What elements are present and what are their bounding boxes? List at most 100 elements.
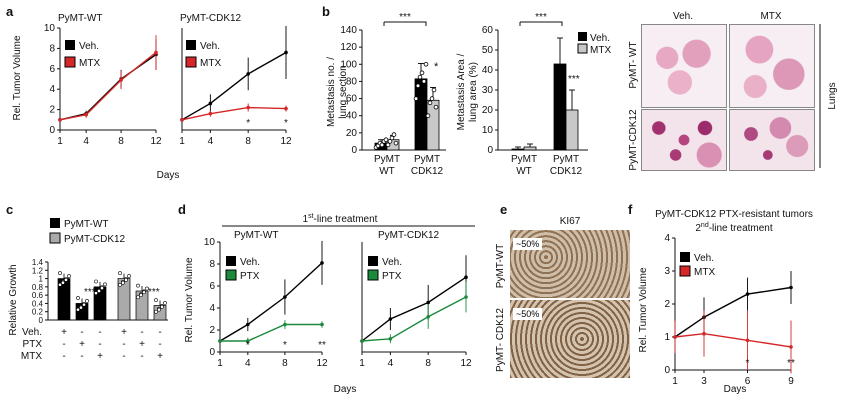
significance-star: * bbox=[246, 118, 250, 129]
bar-veh bbox=[511, 148, 525, 151]
x-tick-label: 1 bbox=[57, 136, 63, 147]
x-tick-label: 4 bbox=[245, 358, 251, 369]
c-star-2: *** bbox=[148, 287, 160, 298]
y-tick-label: 0.8 bbox=[32, 283, 44, 292]
ptx-point bbox=[360, 339, 364, 343]
d-left-legend-veh: Veh. bbox=[240, 257, 260, 268]
histo-col-mtx: MTX bbox=[760, 11, 781, 22]
treatment-mark: - bbox=[98, 327, 101, 338]
histo-veh-cdk12 bbox=[641, 109, 727, 171]
y-tick-label: 0.6 bbox=[32, 291, 44, 300]
x-tick-label: 12 bbox=[460, 358, 472, 369]
growth-point bbox=[127, 274, 131, 278]
growth-point bbox=[94, 279, 98, 284]
significance-star: * bbox=[284, 118, 288, 129]
growth-point bbox=[118, 282, 122, 287]
b-right-group2-l1: PyMT bbox=[553, 154, 579, 165]
growth-point bbox=[154, 298, 158, 303]
a-right-legend-veh: Veh. bbox=[200, 41, 220, 52]
treatment-mark: - bbox=[80, 327, 83, 338]
b-right-group1-l2: WT bbox=[516, 166, 532, 177]
panel-b: Metastasis no. / lung section Metastasis… bbox=[326, 11, 838, 177]
ptx-point bbox=[426, 315, 430, 319]
axis bbox=[674, 238, 791, 371]
data-point bbox=[385, 142, 391, 148]
growth-point bbox=[76, 296, 80, 300]
y-tick-label: 4 bbox=[49, 84, 55, 95]
growth-point bbox=[160, 304, 164, 309]
data-point bbox=[423, 61, 429, 67]
x-tick-label: 8 bbox=[425, 358, 431, 369]
mtx-point bbox=[119, 78, 123, 82]
growth-point bbox=[85, 299, 89, 303]
d-left-legend-ptx: PTX bbox=[240, 271, 260, 282]
data-point bbox=[383, 137, 389, 143]
c-plot: 00.20.40.60.811.21.4 bbox=[32, 258, 168, 325]
b-left-plot: 0 20 40 60 80 100 120 140 bbox=[340, 25, 446, 156]
panel-label-a: a bbox=[6, 4, 14, 19]
y-tick-label: 2 bbox=[664, 299, 670, 310]
data-point bbox=[425, 113, 431, 119]
bar-veh bbox=[553, 63, 567, 151]
ki67-cdk12-percent: ~50% bbox=[513, 308, 543, 320]
e-row1: PyMT-WT bbox=[495, 244, 506, 288]
growth-point bbox=[142, 290, 146, 295]
y-tick-label: 10 bbox=[482, 125, 494, 136]
growth-point bbox=[61, 280, 65, 285]
b-left-group1-l1: PyMT bbox=[374, 154, 400, 165]
b-legend-mtx: MTX bbox=[590, 45, 611, 56]
b-right-group1-l1: PyMT bbox=[511, 154, 537, 165]
f-xlabel: Days bbox=[724, 384, 747, 395]
panel-label-d: d bbox=[178, 202, 186, 217]
data-point bbox=[433, 104, 439, 110]
treatment-mark: - bbox=[62, 339, 65, 350]
treatment-mark: + bbox=[61, 327, 67, 338]
d-right-legend-veh: Veh. bbox=[382, 257, 402, 268]
b-right-star: *** bbox=[568, 74, 580, 85]
y-tick-label: 40 bbox=[346, 111, 358, 122]
b-right-plot: 0 10 20 30 40 50 60 bbox=[482, 25, 588, 156]
panel-label-b: b bbox=[322, 4, 330, 19]
y-tick-label: 60 bbox=[482, 25, 494, 36]
ptx-point bbox=[218, 339, 222, 343]
veh-line bbox=[219, 262, 323, 342]
growth-point bbox=[136, 283, 140, 288]
x-tick-label: 8 bbox=[118, 136, 124, 147]
mtx-point bbox=[246, 105, 250, 110]
axis bbox=[181, 28, 286, 131]
treatment-mark: - bbox=[140, 327, 143, 338]
veh-point bbox=[246, 322, 250, 327]
ptx-point bbox=[283, 322, 287, 327]
e-row2: PyMT- CDK12 bbox=[495, 308, 506, 372]
treatment-mark: - bbox=[122, 351, 125, 362]
f-title2: 2nd-line treatment bbox=[695, 222, 772, 234]
data-point bbox=[413, 96, 419, 101]
y-tick-label: 50 bbox=[482, 45, 494, 56]
growth-point bbox=[157, 307, 161, 312]
treatment-mark: + bbox=[139, 339, 145, 350]
y-tick-label: 1.4 bbox=[32, 258, 44, 267]
b-right-sig: *** bbox=[535, 12, 547, 23]
significance-star: * bbox=[746, 358, 750, 369]
b-legend-veh: Veh. bbox=[590, 33, 610, 44]
panel-label-c: c bbox=[6, 202, 13, 217]
data-point bbox=[415, 83, 421, 89]
histo-row-wt: PyMT- WT bbox=[628, 41, 639, 88]
data-point bbox=[393, 140, 399, 146]
f-ylabel: Rel. Tumor Volume bbox=[638, 267, 649, 352]
mtx-line bbox=[674, 332, 792, 348]
data-point bbox=[419, 70, 425, 76]
b-left-ylabel2: lung section bbox=[338, 65, 349, 118]
a-right-plot: 1 4 8 12 * * bbox=[179, 25, 292, 147]
panel-c: PyMT-WT PyMT-CDK12 Relative Growth 00.20… bbox=[8, 218, 168, 362]
growth-point bbox=[124, 277, 128, 282]
y-tick-label: 0 bbox=[351, 145, 357, 156]
mtx-point bbox=[154, 50, 158, 55]
growth-point bbox=[58, 271, 62, 276]
x-tick-label: 4 bbox=[83, 136, 89, 147]
growth-point bbox=[67, 274, 71, 278]
x-tick-label: 1 bbox=[179, 136, 185, 147]
y-tick-label: 120 bbox=[340, 42, 357, 53]
a-left-plot: 1 4 8 12 0 2 4 6 8 10 bbox=[44, 23, 162, 147]
histo-mtx-wt bbox=[729, 24, 815, 108]
